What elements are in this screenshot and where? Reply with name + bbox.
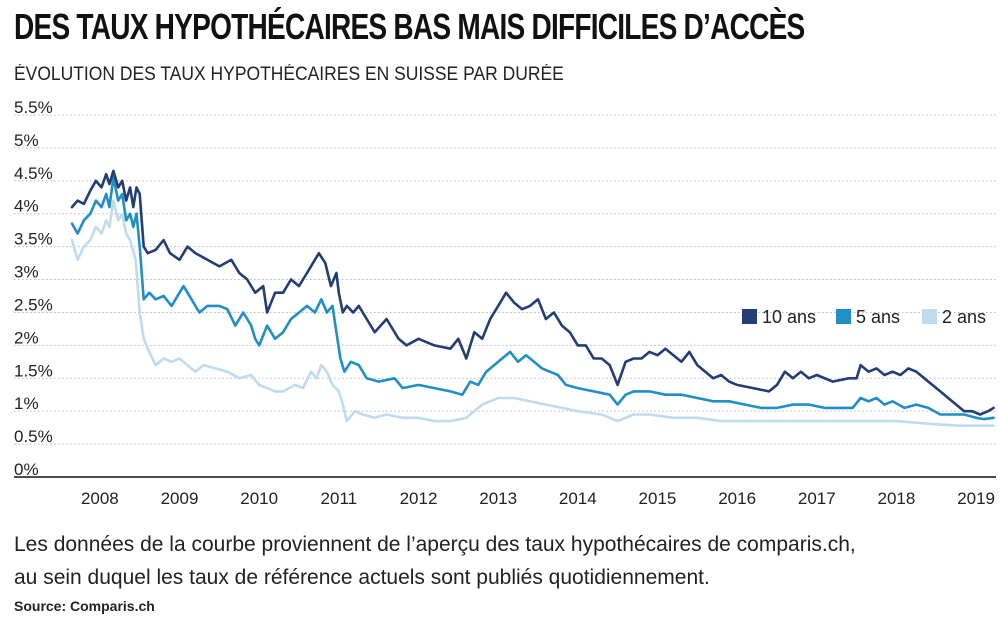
series-line-5-ans [70,176,995,421]
series-line-2-ans [70,199,995,427]
x-tick-label: 2014 [559,489,597,508]
legend-swatch-5-ans [836,309,851,324]
series-lines [70,169,995,427]
source-credit: Source: Comparis.ch [14,598,155,614]
x-tick-label: 2013 [479,489,517,508]
chart-legend: 10 ans 5 ans 2 ans [742,307,986,327]
y-tick-label: 0% [14,460,39,479]
chart-title: DES TAUX HYPOTHÉCAIRES BAS MAIS DIFFICIL… [14,6,805,47]
y-tick-label: 1% [14,394,39,413]
y-tick-label: 2.5% [14,295,53,314]
y-tick-label: 5% [14,131,39,150]
legend-label-10-ans: 10 ans [762,307,816,327]
y-axis-ticks: 0% 0.5% 1% 1.5% 2% 2.5% 3% 3.5% 4% 4.5% 5% 5.5% [14,98,53,479]
y-tick-label: 0.5% [14,427,53,446]
x-tick-label: 2019 [957,489,995,508]
x-tick-label: 2015 [639,489,677,508]
x-tick-label: 2011 [321,489,358,508]
legend-swatch-10-ans [742,309,757,324]
legend-label-5-ans: 5 ans [856,307,900,327]
y-tick-label: 1.5% [14,361,53,380]
y-tick-label: 4.5% [14,164,53,183]
y-tick-label: 3% [14,263,39,282]
legend-swatch-2-ans [922,309,937,324]
chart-note-line-1: Les données de la courbe proviennent de … [14,533,856,556]
grid-lines [14,114,996,478]
x-tick-label: 2008 [81,489,119,508]
chart-note-line-2: au sein duquel les taux de référence act… [14,566,710,589]
y-tick-label: 2% [14,328,39,347]
x-tick-label: 2018 [878,489,916,508]
x-tick-label: 2012 [400,489,438,508]
y-tick-label: 4% [14,197,39,216]
x-tick-label: 2010 [240,489,278,508]
legend-label-2-ans: 2 ans [942,307,986,327]
x-tick-label: 2009 [161,489,199,508]
chart-note: Les données de la courbe proviennent de … [14,528,974,594]
y-tick-label: 5.5% [14,98,53,117]
y-tick-label: 3.5% [14,230,53,249]
x-axis-ticks: 2008 2009 2010 2011 2012 2013 2014 2015 2016 2017… [81,489,995,508]
x-tick-label: 2017 [798,489,836,508]
line-chart: 0% 0.5% 1% 1.5% 2% 2.5% 3% 3.5% 4% 4.5% 5% 5.5% 200… [14,98,996,508]
series-line-10-ans [70,169,995,416]
x-tick-label: 2016 [718,489,756,508]
chart-subtitle: ÉVOLUTION DES TAUX HYPOTHÉCAIRES EN SUIS… [14,64,564,85]
